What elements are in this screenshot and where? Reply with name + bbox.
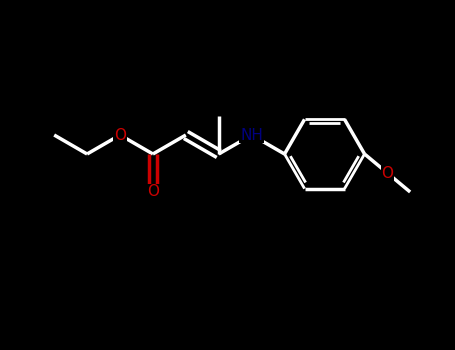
Text: NH: NH: [240, 127, 263, 142]
Text: O: O: [147, 184, 159, 200]
Text: O: O: [114, 127, 126, 142]
Text: O: O: [381, 166, 393, 181]
